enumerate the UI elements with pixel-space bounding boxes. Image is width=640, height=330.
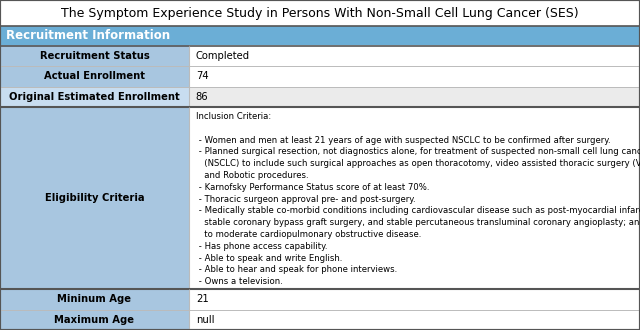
Bar [189,46,640,66]
Text: 21: 21 [196,294,209,304]
Text: null: null [196,315,214,325]
Bar [189,289,640,310]
Bar [0,66,189,86]
Text: Inclusion Criteria:

 - Women and men at least 21 years of age with suspected NS: Inclusion Criteria: - Women and men at l… [196,112,640,298]
Text: 74: 74 [196,71,209,81]
Bar [0,289,189,310]
Bar [189,310,640,330]
Text: Recruitment Information: Recruitment Information [6,29,170,42]
Bar [189,86,640,107]
Bar [0,46,189,66]
Bar [0,107,189,289]
Text: Maximum Age: Maximum Age [54,315,134,325]
Bar [0,26,640,46]
Bar [0,86,189,107]
Text: Completed: Completed [196,51,250,61]
Text: Eligibility Criteria: Eligibility Criteria [45,193,144,203]
Text: Original Estimated Enrollment: Original Estimated Enrollment [9,92,180,102]
Bar [189,66,640,86]
Text: The Symptom Experience Study in Persons With Non-Small Cell Lung Cancer (SES): The Symptom Experience Study in Persons … [61,7,579,19]
Bar [0,310,189,330]
Text: 86: 86 [196,92,209,102]
Bar [189,107,640,289]
Text: Mininum Age: Mininum Age [58,294,131,304]
Text: Recruitment Status: Recruitment Status [40,51,149,61]
Bar [0,0,640,26]
Text: Actual Enrollment: Actual Enrollment [44,71,145,81]
